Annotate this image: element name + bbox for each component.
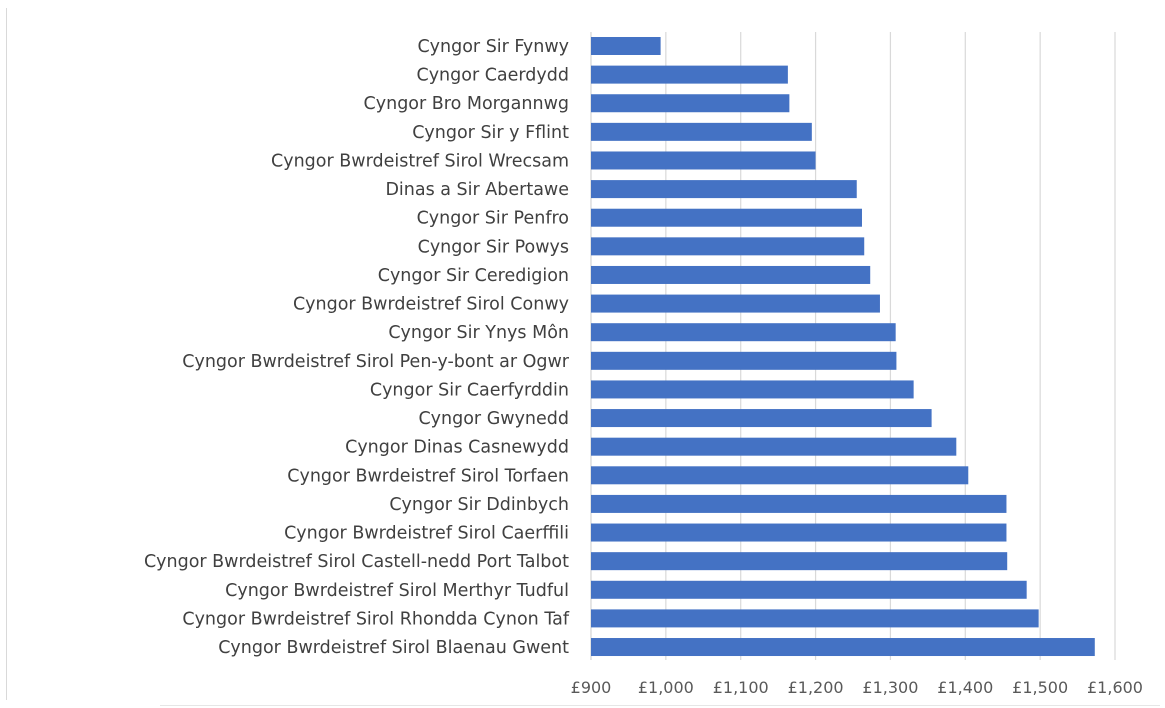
x-axis-tick-labels: £900 £1,000 £1,100 £1,200 £1,300 £1,400 £1,500… bbox=[571, 678, 1143, 697]
category-label: Cyngor Dinas Casnewydd bbox=[345, 438, 569, 458]
bar bbox=[591, 437, 957, 456]
bar bbox=[591, 208, 862, 227]
bar bbox=[591, 638, 1095, 657]
category-label: Cyngor Gwynedd bbox=[418, 409, 569, 429]
x-tick-label: £1,500 bbox=[1012, 678, 1068, 697]
bar bbox=[591, 94, 790, 113]
bar bbox=[591, 122, 812, 141]
category-label: Cyngor Bwrdeistref Sirol Wrecsam bbox=[271, 151, 569, 171]
category-label: Cyngor Sir Fynwy bbox=[417, 37, 569, 57]
bars bbox=[591, 37, 1095, 657]
x-tick-label: £1,200 bbox=[788, 678, 844, 697]
x-tick-label: £1,400 bbox=[937, 678, 993, 697]
category-label: Cyngor Bwrdeistref Sirol Caerffili bbox=[284, 524, 569, 544]
bar bbox=[591, 494, 1007, 513]
category-label: Cyngor Bwrdeistref Sirol Pen-y-bont ar O… bbox=[182, 352, 570, 372]
frame-border-left bbox=[6, 8, 7, 700]
category-label: Dinas a Sir Abertawe bbox=[385, 180, 569, 200]
bar bbox=[591, 523, 1007, 542]
bar bbox=[591, 237, 865, 256]
x-tick-label: £900 bbox=[571, 678, 612, 697]
bar bbox=[591, 409, 932, 428]
category-label: Cyngor Sir y Fflint bbox=[412, 123, 569, 143]
category-label: Cyngor Sir Caerfyrddin bbox=[370, 380, 569, 400]
bar bbox=[591, 294, 880, 313]
x-tick-label: £1,000 bbox=[638, 678, 694, 697]
bar bbox=[591, 151, 816, 170]
bar bbox=[591, 65, 788, 84]
x-tick-label: £1,300 bbox=[862, 678, 918, 697]
category-label: Cyngor Sir Ynys Môn bbox=[388, 323, 569, 343]
category-label: Cyngor Bwrdeistref Sirol Rhondda Cynon T… bbox=[182, 609, 569, 629]
bar bbox=[591, 323, 896, 342]
category-labels: Cyngor Sir Fynwy Cyngor Caerdydd Cyngor Br… bbox=[144, 37, 570, 658]
bar bbox=[591, 265, 871, 284]
bar bbox=[591, 552, 1008, 571]
bar bbox=[591, 580, 1027, 599]
bar bbox=[591, 380, 914, 399]
x-tick-label: £1,100 bbox=[713, 678, 769, 697]
bar bbox=[591, 466, 969, 485]
bar bbox=[591, 609, 1039, 628]
category-label: Cyngor Sir Ceredigion bbox=[378, 266, 569, 286]
frame-border-bottom bbox=[160, 705, 1160, 706]
x-tick-label: £1,600 bbox=[1087, 678, 1143, 697]
category-label: Cyngor Bwrdeistref Sirol Castell-nedd Po… bbox=[144, 552, 569, 572]
category-label: Cyngor Caerdydd bbox=[416, 66, 569, 86]
bar bbox=[591, 351, 897, 370]
category-label: Cyngor Sir Powys bbox=[418, 237, 569, 257]
category-label: Cyngor Bwrdeistref Sirol Conwy bbox=[293, 295, 569, 315]
category-label: Cyngor Bwrdeistref Sirol Blaenau Gwent bbox=[218, 638, 569, 658]
category-label: Cyngor Sir Ddinbych bbox=[389, 495, 569, 515]
category-label: Cyngor Sir Penfro bbox=[417, 209, 569, 229]
category-label: Cyngor Bwrdeistref Sirol Merthyr Tudful bbox=[225, 581, 569, 601]
category-label: Cyngor Bro Morgannwg bbox=[364, 94, 569, 114]
bar bbox=[591, 180, 857, 199]
bar bbox=[591, 37, 661, 55]
category-label: Cyngor Bwrdeistref Sirol Torfaen bbox=[287, 466, 569, 486]
